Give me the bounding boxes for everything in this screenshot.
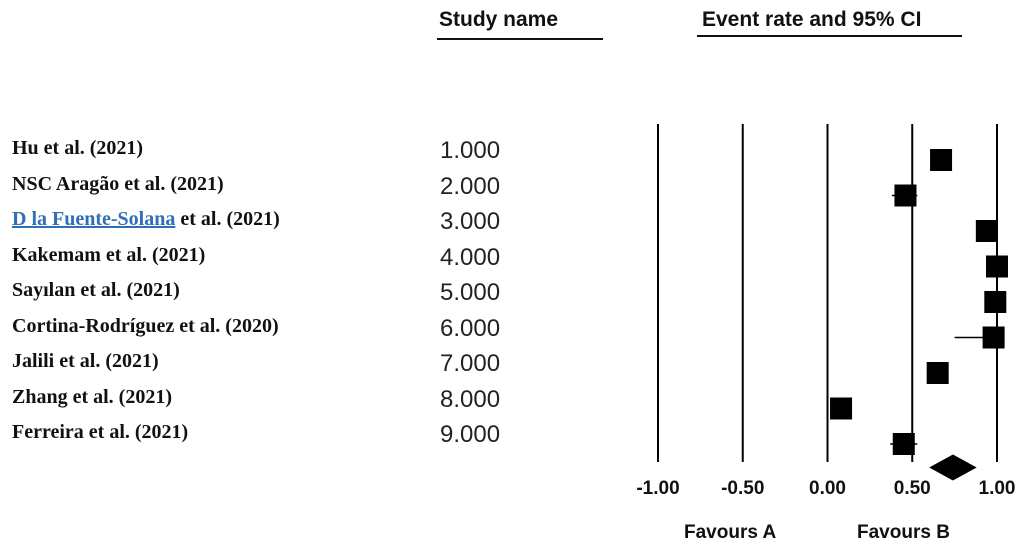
point-estimate-8: [830, 397, 853, 420]
study-label-text: Jalili et al. (2021): [12, 350, 159, 372]
study-name-header: Study name: [439, 8, 559, 31]
event-rate-header: Event rate and 95% CI: [702, 8, 922, 31]
study-label: Kakemam et al. (2021): [12, 244, 205, 267]
study-label-text: Ferreira et al. (2021): [12, 421, 189, 443]
point-estimate-9: [892, 433, 915, 455]
study-label: Jalili et al. (2021): [12, 350, 159, 373]
point-estimate-5: [984, 291, 1007, 313]
favours-a-label: Favours A: [684, 522, 777, 543]
study-label: Sayılan et al. (2021): [12, 279, 180, 302]
study-label-text: Hu et al. (2021): [12, 137, 144, 159]
point-estimate-6: [982, 326, 1005, 349]
study-label: Zhang et al. (2021): [12, 386, 172, 409]
study-author-link[interactable]: D la Fuente-Solana: [12, 208, 176, 230]
study-label: Hu et al. (2021): [12, 137, 143, 160]
pooled-estimate-diamond: [929, 454, 977, 481]
study-label: Cortina-Rodríguez et al. (2020): [12, 315, 279, 338]
x-tick-label: -0.50: [721, 478, 765, 499]
study-label-text: NSC Aragão et al. (2021): [12, 172, 224, 195]
study-index: 2.000: [440, 172, 501, 200]
study-label-text: Cortina-Rodríguez et al. (2020): [12, 314, 279, 337]
study-index: 3.000: [440, 208, 501, 235]
study-index: 6.000: [440, 314, 501, 342]
study-label: Ferreira et al. (2021): [12, 421, 188, 444]
x-tick-label: -1.00: [636, 478, 680, 499]
study-label[interactable]: D la Fuente-Solana et al. (2021): [12, 208, 280, 231]
study-index: 5.000: [440, 279, 501, 306]
point-estimate-1: [930, 149, 953, 171]
study-index: 1.000: [440, 137, 501, 164]
point-estimate-7: [926, 362, 949, 384]
point-estimate-4: [986, 255, 1008, 278]
study-index: 8.000: [440, 385, 501, 413]
point-estimate-2: [894, 184, 917, 207]
study-label-text: Kakemam et al. (2021): [12, 243, 206, 266]
study-label-text: et al. (2021): [175, 208, 280, 230]
x-tick-label: 0.50: [893, 478, 931, 499]
study-index: 9.000: [440, 421, 501, 448]
point-estimate-3: [975, 220, 998, 242]
x-tick-label: 1.00: [978, 478, 1016, 499]
favours-b-label: Favours B: [857, 522, 950, 543]
x-tick-label: 0.00: [809, 478, 846, 499]
study-index: 7.000: [440, 350, 501, 377]
study-index: 4.000: [440, 243, 501, 271]
study-label: NSC Aragão et al. (2021): [12, 173, 224, 196]
study-label-text: Sayılan et al. (2021): [12, 279, 180, 301]
study-label-text: Zhang et al. (2021): [12, 385, 172, 408]
